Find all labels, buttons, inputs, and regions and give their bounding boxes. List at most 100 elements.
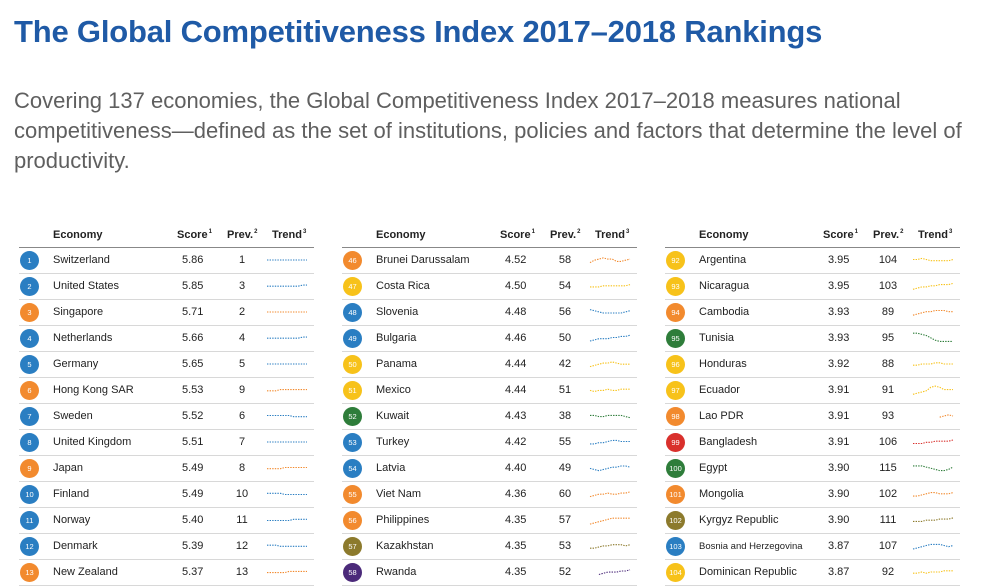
trend-sparkline bbox=[589, 461, 631, 475]
trend-sparkline bbox=[913, 565, 953, 579]
table-row: 46 Brunei Darussalam 4.52 58 bbox=[342, 248, 637, 274]
rank-badge: 97 bbox=[666, 381, 685, 400]
trend-sparkline bbox=[590, 565, 631, 579]
trend-sparkline-svg bbox=[598, 569, 631, 576]
rank-badge: 47 bbox=[343, 277, 362, 296]
rankings-column-1: Economy Score1 Prev.2 Trend3 1 Switzerland 5.8… bbox=[19, 225, 314, 586]
previous-rank: 103 bbox=[878, 280, 898, 292]
trend-line bbox=[913, 492, 954, 497]
score-value: 3.91 bbox=[828, 436, 850, 448]
table-row: 8 United Kingdom 5.51 7 bbox=[19, 430, 314, 456]
trend-sparkline bbox=[590, 539, 631, 553]
previous-rank: 11 bbox=[236, 514, 248, 526]
table-row: 12 Denmark 5.39 12 bbox=[19, 534, 314, 560]
trend-sparkline-svg bbox=[912, 282, 954, 290]
trend-line bbox=[912, 309, 953, 316]
table-row: 10 Finland 5.49 10 bbox=[19, 482, 314, 508]
footnote-marker: 1 bbox=[531, 229, 535, 235]
previous-rank: 10 bbox=[235, 488, 249, 500]
table-row: 100 Egypt 3.90 115 bbox=[665, 456, 960, 482]
score-value: 3.92 bbox=[828, 358, 850, 370]
rank-badge: 10 bbox=[20, 485, 39, 504]
previous-rank: 6 bbox=[238, 410, 246, 422]
trend-sparkline bbox=[912, 539, 954, 553]
table-row: 56 Philippines 4.35 57 bbox=[342, 508, 637, 534]
rank-badge: 51 bbox=[343, 381, 362, 400]
economy-name: Kyrgyz Republic bbox=[699, 514, 779, 526]
trend-sparkline bbox=[590, 435, 630, 449]
trend-line bbox=[267, 544, 307, 547]
economy-name: Tunisia bbox=[699, 332, 735, 344]
trend-sparkline-svg bbox=[589, 257, 631, 264]
table-row: 54 Latvia 4.40 49 bbox=[342, 456, 637, 482]
trend-sparkline-svg bbox=[267, 570, 307, 574]
score-value: 3.93 bbox=[828, 332, 850, 344]
trend-sparkline-svg bbox=[589, 465, 631, 472]
trend-sparkline bbox=[912, 305, 953, 319]
economy-name: Japan bbox=[53, 462, 83, 474]
previous-rank: 52 bbox=[558, 566, 572, 578]
trend-sparkline-svg bbox=[267, 544, 307, 547]
score-value: 4.35 bbox=[505, 514, 527, 526]
page-title: The Global Competitiveness Index 2017–20… bbox=[14, 14, 823, 49]
column-header: Economy Score1 Prev.2 Trend3 bbox=[342, 225, 637, 248]
previous-rank: 57 bbox=[558, 514, 572, 526]
trend-line bbox=[267, 518, 307, 522]
previous-rank: 12 bbox=[235, 540, 249, 552]
trend-sparkline bbox=[913, 461, 954, 475]
previous-rank: 115 bbox=[879, 462, 897, 474]
economy-name: Honduras bbox=[699, 358, 747, 370]
trend-sparkline bbox=[590, 279, 631, 293]
table-row: 55 Viet Nam 4.36 60 bbox=[342, 482, 637, 508]
trend-sparkline bbox=[589, 357, 630, 371]
score-header: Score1 bbox=[177, 229, 212, 241]
table-row: 98 Lao PDR 3.91 93 bbox=[665, 404, 960, 430]
trend-line bbox=[590, 439, 630, 445]
table-row: 93 Nicaragua 3.95 103 bbox=[665, 274, 960, 300]
score-value: 5.39 bbox=[182, 540, 204, 552]
trend-sparkline-svg bbox=[913, 362, 953, 366]
economy-name: Cambodia bbox=[699, 306, 750, 318]
trend-sparkline-svg bbox=[267, 389, 307, 392]
table-row: 97 Ecuador 3.91 91 bbox=[665, 378, 960, 404]
trend-header-label: Trend bbox=[918, 229, 948, 241]
rank-badge: 8 bbox=[20, 433, 39, 452]
score-value: 4.43 bbox=[505, 410, 527, 422]
trend-line bbox=[913, 257, 954, 262]
previous-rank: 7 bbox=[238, 436, 246, 448]
score-value: 4.48 bbox=[505, 306, 527, 318]
prev-header-label: Prev. bbox=[550, 229, 577, 241]
rank-badge: 53 bbox=[343, 433, 362, 452]
rank-badge: 46 bbox=[343, 251, 362, 270]
table-row: 49 Bulgaria 4.46 50 bbox=[342, 326, 637, 352]
economy-name: Hong Kong SAR bbox=[53, 384, 134, 396]
trend-sparkline-svg bbox=[913, 439, 954, 445]
trend-header: Trend3 bbox=[595, 229, 629, 241]
prev-header: Prev.2 bbox=[550, 229, 580, 241]
previous-rank: 93 bbox=[881, 410, 895, 422]
previous-rank: 89 bbox=[881, 306, 895, 318]
table-row: 3 Singapore 5.71 2 bbox=[19, 300, 314, 326]
previous-rank: 13 bbox=[235, 566, 249, 578]
rank-badge: 94 bbox=[666, 303, 685, 322]
table-row: 2 United States 5.85 3 bbox=[19, 274, 314, 300]
economy-name: United States bbox=[53, 280, 120, 292]
trend-sparkline-svg bbox=[912, 543, 954, 550]
trend-sparkline bbox=[267, 461, 307, 475]
trend-line bbox=[589, 257, 631, 264]
prev-header-label: Prev. bbox=[227, 229, 254, 241]
trend-sparkline bbox=[913, 357, 953, 371]
economy-name: Costa Rica bbox=[376, 280, 430, 292]
economy-header-label: Economy bbox=[376, 229, 426, 241]
trend-line bbox=[589, 388, 630, 393]
economy-header: Economy bbox=[376, 229, 426, 241]
trend-sparkline-svg bbox=[590, 284, 631, 288]
score-value: 3.90 bbox=[828, 488, 850, 500]
rank-badge: 12 bbox=[20, 537, 39, 556]
trend-sparkline-svg bbox=[913, 465, 954, 472]
rank-badge: 104 bbox=[666, 563, 685, 582]
economy-name: Latvia bbox=[376, 462, 406, 474]
footnote-marker: 2 bbox=[900, 229, 904, 235]
trend-sparkline-svg bbox=[590, 544, 631, 549]
score-value: 4.40 bbox=[505, 462, 527, 474]
